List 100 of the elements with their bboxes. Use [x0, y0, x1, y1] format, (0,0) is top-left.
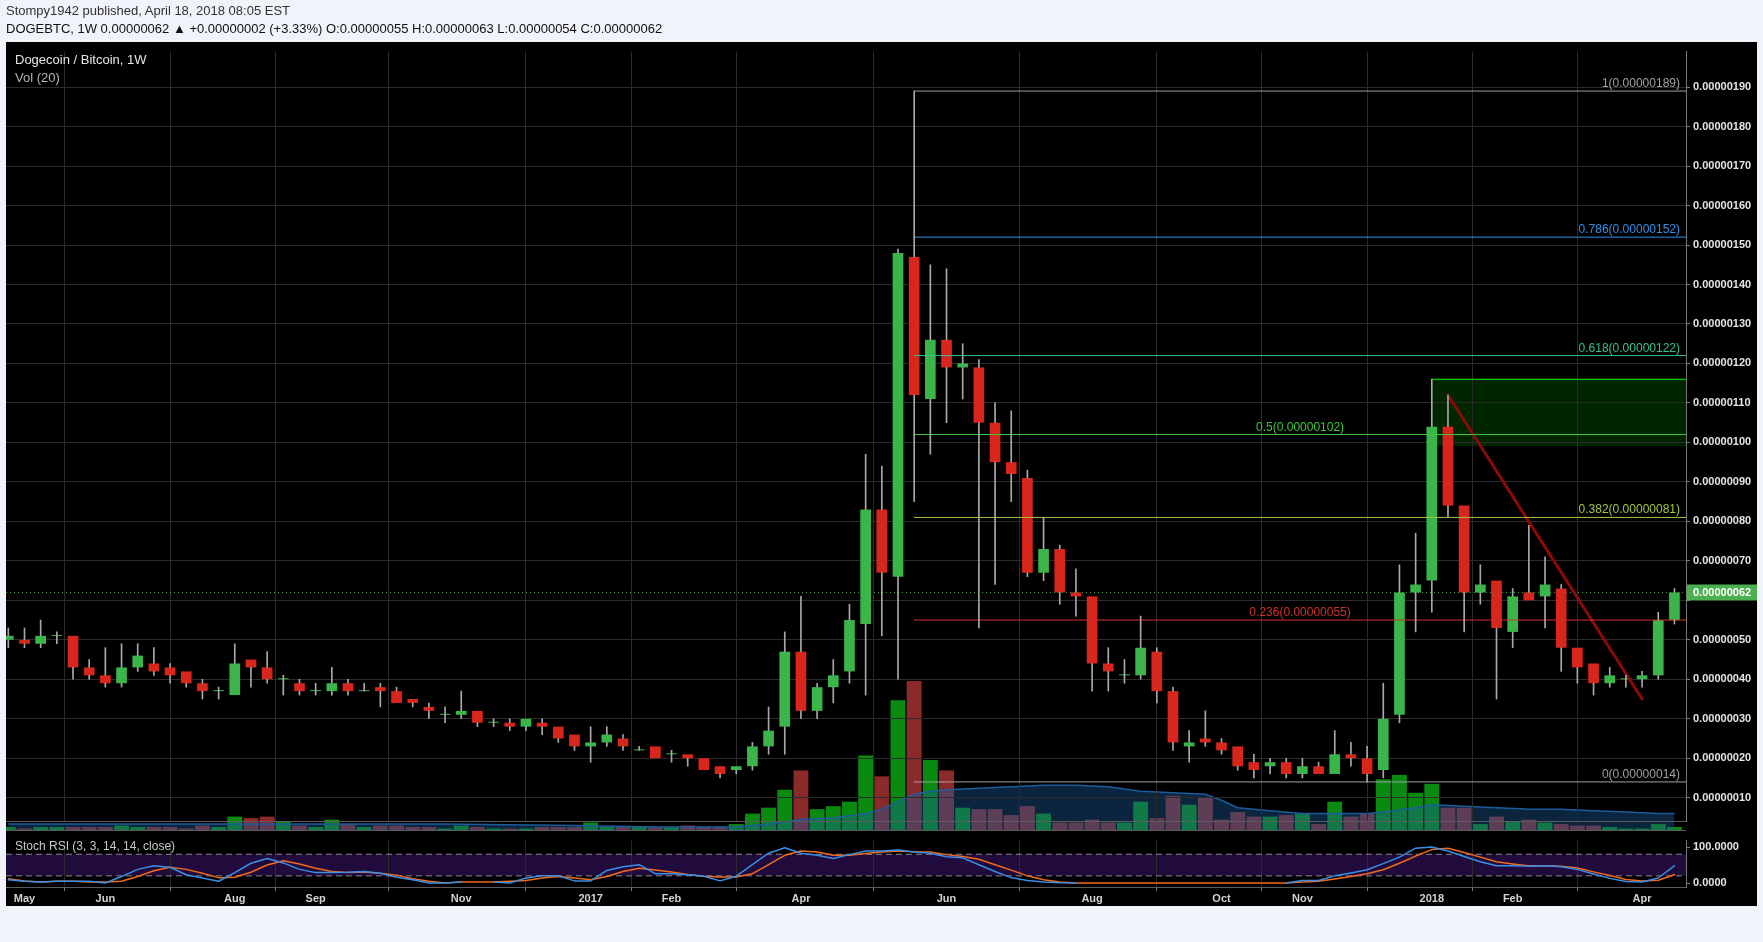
- bar: [65, 827, 81, 830]
- bar: [955, 807, 971, 830]
- x-tick-label: Feb: [1502, 891, 1523, 904]
- candlestick: [1636, 671, 1648, 688]
- y-tick-label: 0.00000180: [1693, 119, 1752, 132]
- candlestick: [811, 682, 823, 720]
- y-tick-label: 0.00000010: [1693, 790, 1752, 803]
- y-tick-label: 0.00000040: [1693, 672, 1752, 685]
- x-tick-label: Aug: [1081, 891, 1103, 904]
- bar: [615, 827, 631, 830]
- bar: [1294, 813, 1310, 830]
- y-tick-label: 0.00000110: [1693, 395, 1751, 408]
- bar: [922, 759, 938, 830]
- series-label: 0.618(0.00000122): [1578, 340, 1680, 355]
- candlestick: [827, 659, 839, 704]
- bar: [1505, 821, 1521, 830]
- candlestick: [682, 754, 694, 767]
- ref-line-label: 0.00000062: [1693, 585, 1752, 598]
- y-tick-label: 0.00000050: [1693, 632, 1752, 645]
- y-tick-label: 0.00000090: [1693, 474, 1752, 487]
- bar: [356, 827, 372, 830]
- candlestick: [1377, 682, 1389, 779]
- candlestick: [1167, 686, 1179, 751]
- candlestick: [876, 465, 888, 637]
- candlestick: [1264, 757, 1276, 775]
- candlestick: [1652, 611, 1664, 680]
- series-label: 0.382(0.00000081): [1578, 502, 1680, 517]
- candlestick: [83, 659, 95, 680]
- candlestick: [1458, 505, 1470, 633]
- candlestick: [1005, 410, 1017, 502]
- bar: [1343, 816, 1359, 830]
- candlestick: [342, 678, 354, 696]
- bar: [939, 770, 954, 830]
- bar: [469, 827, 485, 830]
- candlestick: [1442, 394, 1454, 518]
- bar: [146, 827, 162, 830]
- candlestick: [617, 734, 629, 751]
- chart-subtitle: DOGEBTC, 1W 0.00000062 ▲ +0.00000002 (+3.33%) O:0.00000055 H:0.00000063 L:0.00000054 C:0.00000062: [6, 21, 663, 36]
- x-tick-label: Nov: [1292, 891, 1314, 904]
- y-tick-label: 0.00000080: [1693, 514, 1752, 527]
- bar: [1181, 804, 1197, 830]
- candlestick: [1054, 544, 1066, 605]
- x-tick-label: 2018: [1419, 891, 1445, 904]
- candlestick: [957, 343, 969, 400]
- candlestick: [1426, 378, 1438, 613]
- candlestick: [1102, 647, 1114, 692]
- candlestick: [1183, 730, 1195, 763]
- bar: [987, 809, 1003, 830]
- bar: [1456, 807, 1472, 830]
- x-tick-label: 2017: [578, 891, 603, 904]
- x-tick-label: Nov: [450, 891, 473, 904]
- y-tick-label: 0.00000150: [1693, 238, 1752, 251]
- bar: [1278, 815, 1294, 830]
- chart-title: Dogecoin / Bitcoin, 1W: [15, 52, 147, 68]
- candlestick: [795, 596, 807, 720]
- candlestick: [1248, 753, 1260, 779]
- candlestick: [714, 766, 726, 779]
- candlestick: [973, 359, 985, 629]
- bar: [1472, 824, 1488, 830]
- x-tick-label: Sep: [305, 891, 327, 904]
- candlestick: [229, 643, 241, 696]
- candlestick: [1232, 746, 1244, 771]
- candlestick: [326, 667, 338, 696]
- candlestick: [67, 635, 79, 680]
- y-tick-label: 0.00000140: [1693, 277, 1752, 290]
- text: Stompy1942 published, April 18, 2018 08:05 EST: [6, 3, 291, 18]
- y-tick-label: 0.00000020: [1693, 751, 1752, 764]
- candlestick: [520, 718, 532, 731]
- bar: [874, 776, 890, 830]
- bar: [1489, 816, 1504, 830]
- candlestick: [989, 402, 1001, 585]
- candlestick: [601, 726, 613, 747]
- candlestick: [892, 248, 904, 680]
- candlestick: [536, 718, 548, 735]
- bar: [1149, 818, 1165, 830]
- y-tick-label: 0.00000100: [1693, 435, 1752, 448]
- series-label: 0.236(0.00000055): [1249, 605, 1351, 620]
- candlestick: [730, 766, 742, 775]
- candlestick: [1507, 588, 1519, 649]
- candlestick: [1280, 757, 1292, 779]
- candlestick: [504, 718, 516, 731]
- candlestick: [1151, 647, 1163, 704]
- candlestick: [1523, 524, 1535, 601]
- x-tick-label: Apr: [1632, 891, 1653, 904]
- series-label: 1(0.00000189): [1601, 76, 1680, 91]
- candlestick: [132, 643, 144, 672]
- candlestick: [1086, 596, 1098, 692]
- candlestick: [779, 631, 791, 755]
- candlestick: [423, 702, 435, 720]
- candlestick: [1070, 568, 1082, 617]
- y-tick-label: 0.00000130: [1693, 317, 1752, 330]
- series-label: 0.5(0.00000102): [1256, 419, 1345, 434]
- candlestick: [1555, 584, 1567, 672]
- bar: [793, 770, 809, 830]
- series-label: 0.786(0.00000152): [1578, 222, 1680, 237]
- y-tick-label: 0.00000030: [1693, 711, 1752, 724]
- x-tick-label: Aug: [224, 891, 246, 904]
- y-tick-label: 0.0000: [1693, 876, 1727, 889]
- candlestick: [1604, 667, 1616, 688]
- candlestick: [1329, 730, 1341, 775]
